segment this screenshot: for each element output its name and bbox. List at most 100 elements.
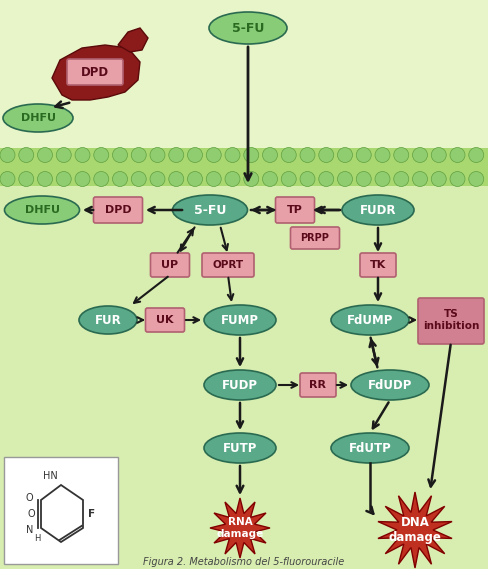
- Circle shape: [450, 171, 465, 187]
- Circle shape: [394, 171, 409, 187]
- Text: RR: RR: [309, 380, 326, 390]
- Circle shape: [431, 147, 446, 163]
- Circle shape: [206, 171, 221, 187]
- Circle shape: [38, 171, 53, 187]
- FancyBboxPatch shape: [360, 253, 396, 277]
- FancyBboxPatch shape: [300, 373, 336, 397]
- Text: 5-FU: 5-FU: [194, 204, 226, 216]
- Circle shape: [19, 147, 34, 163]
- Circle shape: [281, 171, 296, 187]
- Circle shape: [150, 147, 165, 163]
- Circle shape: [113, 147, 127, 163]
- Text: RNA
damage: RNA damage: [216, 517, 264, 539]
- Circle shape: [169, 147, 184, 163]
- Text: DHFU: DHFU: [20, 113, 56, 123]
- Text: Figura 2. Metabolismo del 5-fluorouracile: Figura 2. Metabolismo del 5-fluorouracil…: [143, 557, 345, 567]
- Text: FdUDP: FdUDP: [368, 378, 412, 391]
- Ellipse shape: [351, 370, 429, 400]
- Circle shape: [356, 147, 371, 163]
- Circle shape: [469, 171, 484, 187]
- Circle shape: [450, 147, 465, 163]
- Circle shape: [187, 147, 203, 163]
- Ellipse shape: [331, 433, 409, 463]
- Text: FUDR: FUDR: [360, 204, 396, 216]
- Text: FUDP: FUDP: [222, 378, 258, 391]
- Circle shape: [75, 147, 90, 163]
- Circle shape: [19, 171, 34, 187]
- Ellipse shape: [4, 196, 80, 224]
- Circle shape: [56, 171, 71, 187]
- Circle shape: [375, 171, 390, 187]
- Text: H: H: [34, 534, 40, 543]
- Circle shape: [412, 171, 427, 187]
- Bar: [0, 148, 488, 186]
- Circle shape: [263, 171, 278, 187]
- Polygon shape: [210, 498, 270, 558]
- Circle shape: [244, 171, 259, 187]
- Circle shape: [412, 147, 427, 163]
- Ellipse shape: [331, 305, 409, 335]
- Text: HN: HN: [43, 471, 58, 481]
- Text: TP: TP: [287, 205, 303, 215]
- Text: DPD: DPD: [105, 205, 131, 215]
- Circle shape: [131, 147, 146, 163]
- Ellipse shape: [209, 12, 287, 44]
- Circle shape: [319, 171, 334, 187]
- Circle shape: [113, 171, 127, 187]
- Ellipse shape: [79, 306, 137, 334]
- FancyBboxPatch shape: [150, 253, 189, 277]
- Text: 5-FU: 5-FU: [232, 22, 264, 35]
- Circle shape: [300, 171, 315, 187]
- FancyBboxPatch shape: [4, 457, 118, 564]
- Ellipse shape: [204, 370, 276, 400]
- Circle shape: [394, 147, 409, 163]
- FancyBboxPatch shape: [202, 253, 254, 277]
- Circle shape: [56, 147, 71, 163]
- Text: UK: UK: [156, 315, 174, 325]
- Bar: [0, 0, 488, 148]
- Text: FUTP: FUTP: [223, 442, 257, 455]
- Ellipse shape: [204, 433, 276, 463]
- Circle shape: [356, 171, 371, 187]
- Circle shape: [263, 147, 278, 163]
- Circle shape: [319, 147, 334, 163]
- Circle shape: [169, 171, 184, 187]
- FancyBboxPatch shape: [418, 298, 484, 344]
- Text: FUR: FUR: [95, 314, 122, 327]
- Ellipse shape: [342, 195, 414, 225]
- Text: FdUMP: FdUMP: [347, 314, 393, 327]
- Text: PRPP: PRPP: [301, 233, 329, 243]
- Text: TS
inhibition: TS inhibition: [423, 309, 479, 331]
- FancyBboxPatch shape: [67, 59, 123, 85]
- Circle shape: [0, 171, 15, 187]
- Circle shape: [431, 171, 446, 187]
- Circle shape: [75, 171, 90, 187]
- Polygon shape: [118, 28, 148, 52]
- Circle shape: [375, 147, 390, 163]
- Text: DPD: DPD: [81, 65, 109, 79]
- Text: N: N: [26, 525, 33, 535]
- Circle shape: [94, 147, 109, 163]
- Circle shape: [187, 171, 203, 187]
- Ellipse shape: [3, 104, 73, 132]
- Polygon shape: [378, 492, 452, 568]
- Circle shape: [469, 147, 484, 163]
- Text: FUMP: FUMP: [221, 314, 259, 327]
- Polygon shape: [52, 45, 140, 100]
- Text: TK: TK: [370, 260, 386, 270]
- FancyBboxPatch shape: [290, 227, 340, 249]
- Text: O: O: [27, 509, 35, 519]
- FancyBboxPatch shape: [145, 308, 184, 332]
- Text: O: O: [25, 493, 33, 503]
- FancyBboxPatch shape: [94, 197, 142, 223]
- Circle shape: [300, 147, 315, 163]
- Circle shape: [338, 171, 352, 187]
- Circle shape: [338, 147, 352, 163]
- Text: FdUTP: FdUTP: [348, 442, 391, 455]
- Circle shape: [225, 171, 240, 187]
- Text: UP: UP: [162, 260, 179, 270]
- FancyBboxPatch shape: [276, 197, 314, 223]
- Circle shape: [131, 171, 146, 187]
- Circle shape: [225, 147, 240, 163]
- Circle shape: [94, 171, 109, 187]
